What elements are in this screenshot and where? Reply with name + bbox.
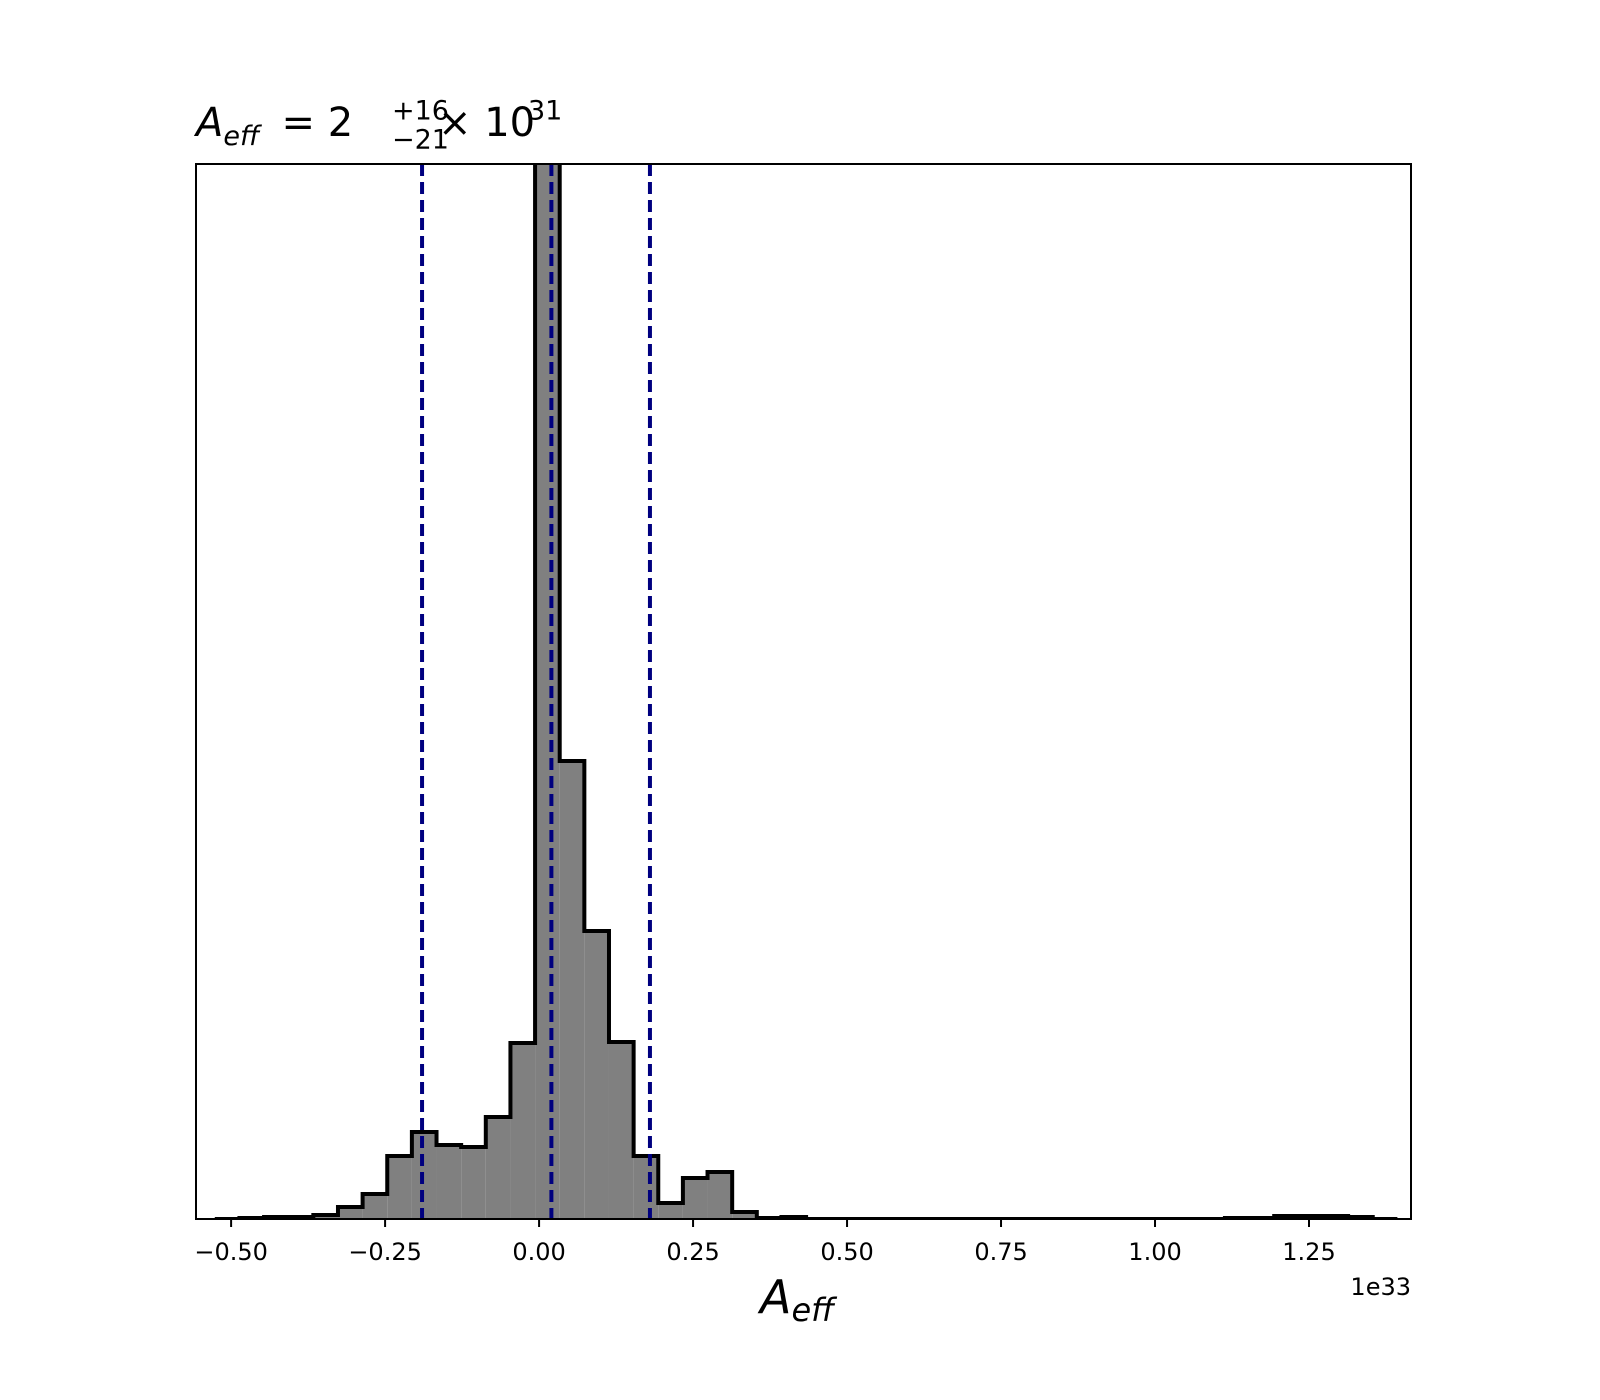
- title-times: × 10: [438, 100, 535, 146]
- bar: [436, 1145, 462, 1219]
- x-tick-label: 0.25: [666, 1238, 719, 1266]
- x-tick-label: 0.75: [974, 1238, 1027, 1266]
- bar: [608, 1042, 634, 1219]
- x-tick-label: 1.00: [1128, 1238, 1181, 1266]
- histogram-outline: [214, 164, 1398, 1219]
- bar: [633, 1156, 659, 1219]
- bar: [559, 761, 585, 1219]
- bar: [461, 1147, 486, 1219]
- plot-area: [214, 164, 1398, 1219]
- bar: [485, 1117, 511, 1219]
- title-subscript: eff: [223, 121, 262, 152]
- bar: [362, 1194, 388, 1219]
- bar: [707, 1172, 733, 1219]
- x-axis-label: Aeff: [757, 1270, 838, 1330]
- bar: [658, 1203, 683, 1219]
- title-equals: = 2: [281, 100, 353, 146]
- bar: [510, 1043, 536, 1219]
- x-tick-label: 0.00: [512, 1238, 565, 1266]
- bar: [411, 1132, 437, 1219]
- x-tick-label: 1.25: [1282, 1238, 1335, 1266]
- bar: [387, 1156, 412, 1219]
- title-upper: +16: [392, 96, 449, 127]
- title-exponent: 31: [528, 96, 562, 127]
- x-tick-label: −0.25: [348, 1238, 422, 1266]
- xlabel-subscript: eff: [791, 1291, 838, 1329]
- bar: [535, 164, 560, 1219]
- title-symbol: A: [193, 100, 223, 146]
- bar: [584, 931, 609, 1219]
- x-offset-label: 1e33: [1350, 1273, 1411, 1301]
- x-tick-label: −0.50: [194, 1238, 268, 1266]
- title-lower: −21: [392, 125, 449, 156]
- xlabel-symbol: A: [757, 1270, 791, 1324]
- chart-title: Aeff = 2: [193, 100, 353, 152]
- bar: [732, 1212, 757, 1219]
- axes-frame: [195, 163, 1412, 1220]
- x-tick-label: 0.50: [820, 1238, 873, 1266]
- bar: [682, 1178, 708, 1219]
- bar: [337, 1207, 363, 1219]
